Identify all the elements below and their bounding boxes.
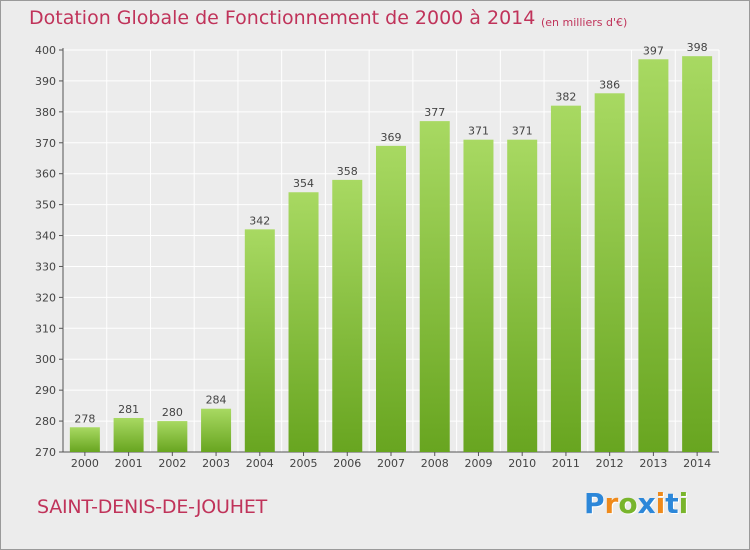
bar-value-label: 397 [643, 44, 664, 57]
y-tick-label: 290 [35, 384, 56, 397]
bar-value-label: 281 [118, 403, 139, 416]
x-tick-label: 2008 [421, 457, 449, 470]
bar [69, 427, 100, 452]
bar-value-label: 398 [687, 41, 708, 54]
y-tick-label: 350 [35, 199, 56, 212]
bar [376, 145, 406, 452]
y-tick-label: 270 [35, 446, 56, 459]
y-tick-label: 300 [35, 353, 56, 366]
tick-labels: 270 280 290 300 310 320 330 340 350 360 370 380 390 4… [35, 44, 711, 470]
bar-value-label: 377 [424, 106, 445, 119]
y-tick-label: 360 [35, 168, 56, 181]
x-tick-label: 2002 [158, 457, 186, 470]
bar-value-label: 371 [468, 125, 489, 138]
bar [682, 56, 713, 452]
y-tick-label: 400 [35, 44, 56, 57]
logo-letter: t [665, 487, 679, 520]
x-tick-label: 2000 [71, 457, 99, 470]
bar [288, 192, 319, 452]
bar [419, 121, 450, 452]
bar [638, 59, 669, 453]
x-tick-label: 2009 [464, 457, 492, 470]
x-tick-label: 2010 [508, 457, 536, 470]
x-tick-label: 2013 [639, 457, 667, 470]
x-tick-label: 2007 [377, 457, 405, 470]
bar-value-label: 342 [249, 214, 270, 227]
logo-letter: r [604, 487, 619, 520]
bar-value-label: 284 [206, 394, 227, 407]
logo-letter: P [584, 487, 605, 520]
x-tick-label: 2003 [202, 457, 230, 470]
chart-title: Dotation Globale de Fonctionnement de 20… [29, 7, 536, 29]
logo-letter: x [637, 487, 656, 520]
chart-unit: (en milliers d'€) [541, 16, 628, 29]
x-tick-label: 2012 [596, 457, 624, 470]
bar [332, 179, 363, 452]
x-tick-label: 2004 [246, 457, 274, 470]
bar [594, 93, 625, 453]
bar [244, 229, 275, 452]
bar [550, 105, 581, 453]
x-tick-label: 2006 [333, 457, 361, 470]
bar-value-label: 369 [381, 131, 402, 144]
y-tick-label: 280 [35, 415, 56, 428]
bar [113, 417, 144, 452]
bar-value-label: 371 [512, 125, 533, 138]
proxiti-logo: Proxiti [584, 487, 688, 520]
bar [507, 139, 538, 452]
y-tick-label: 390 [35, 75, 56, 88]
bar [463, 139, 494, 452]
y-tick-label: 310 [35, 322, 56, 335]
bar-value-label: 280 [162, 406, 183, 419]
bars [69, 56, 713, 453]
y-tick-label: 380 [35, 106, 56, 119]
logo-letter: i [655, 487, 666, 520]
logo-letter: o [618, 487, 638, 520]
x-tick-label: 2001 [115, 457, 143, 470]
y-tick-label: 330 [35, 260, 56, 273]
bar-value-label: 382 [555, 91, 576, 104]
bar [201, 408, 232, 452]
y-tick-label: 370 [35, 137, 56, 150]
data-labels: 278 281 280 284 342 354 358 369 377 371 371 382 386 3… [74, 41, 707, 425]
x-tick-label: 2005 [290, 457, 318, 470]
logo-letter: i [678, 487, 689, 520]
bar [157, 421, 188, 452]
x-tick-label: 2014 [683, 457, 711, 470]
commune-name: SAINT-DENIS-DE-JOUHET [37, 496, 268, 518]
y-tick-label: 340 [35, 230, 56, 243]
bar-value-label: 358 [337, 165, 358, 178]
bar-value-label: 278 [74, 412, 95, 425]
x-tick-label: 2011 [552, 457, 580, 470]
bar-value-label: 354 [293, 177, 314, 190]
y-tick-label: 320 [35, 291, 56, 304]
bar-value-label: 386 [599, 78, 620, 91]
